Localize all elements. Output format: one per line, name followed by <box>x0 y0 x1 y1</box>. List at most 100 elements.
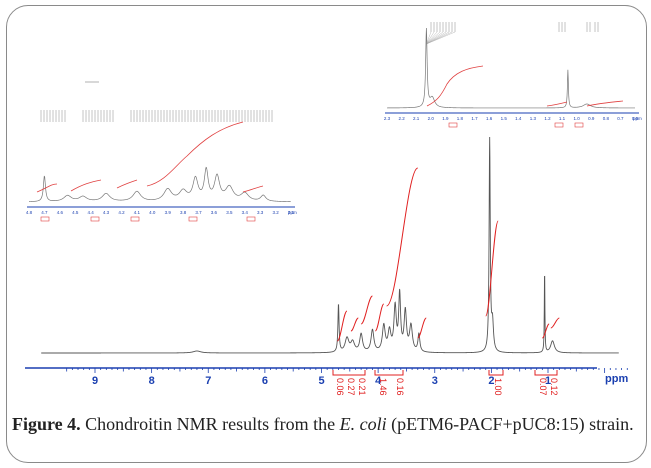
right-peak-leader-8 <box>426 31 456 45</box>
caption-text-1: Chondroitin NMR results from the <box>80 414 340 434</box>
left-inset-tick-4.6: 4.6 <box>57 210 64 215</box>
right-inset-integral-marks <box>448 122 584 128</box>
right-inset-tick-1.6: 1.6 <box>486 116 493 121</box>
left-inset-tick-4.4: 4.4 <box>88 210 95 215</box>
left-inset-x-label: ppm <box>288 210 297 215</box>
main-integral-curves <box>336 167 560 342</box>
integral-label-6: 0.07 <box>538 378 548 396</box>
integral-label-0: 0.06 <box>335 378 345 396</box>
right-peak-leader-3 <box>426 31 441 45</box>
integral-label-7: 0.12 <box>549 378 559 396</box>
right-inset-tick-0.7: 0.7 <box>617 116 624 121</box>
right-inset-x-label: ppm <box>633 116 642 121</box>
x-tick-label-2: 2 <box>488 375 494 387</box>
left-inset-tick-3.9: 3.9 <box>165 210 172 215</box>
integral-curve-2 <box>360 295 373 325</box>
left-inset-tick-3.2: 3.2 <box>272 210 279 215</box>
integral-curve-7 <box>542 323 550 339</box>
right-inset-tick-1.8: 1.8 <box>457 116 464 121</box>
left-inset-tick-4.1: 4.1 <box>134 210 141 215</box>
right-inset-int-mark-0 <box>448 122 458 128</box>
left-inset-trace <box>28 166 291 202</box>
left-inset-tick-3.4: 3.4 <box>242 210 249 215</box>
integral-label-5: 1.00 <box>493 378 503 396</box>
caption-label: Figure 4. <box>12 414 81 434</box>
left-inset-tick-4.2: 4.2 <box>118 210 125 215</box>
x-tick-label-6: 6 <box>262 375 268 387</box>
integral-bracket-3 <box>534 370 558 376</box>
main-spectrum-trace <box>41 137 619 354</box>
left-inset-integral-marks <box>40 216 256 222</box>
right-inset-integral <box>426 65 624 107</box>
right-inset-tick-2.2: 2.2 <box>398 116 405 121</box>
left-inset-tick-4.3: 4.3 <box>103 210 110 215</box>
right-inset-tick-1.9: 1.9 <box>442 116 449 121</box>
left-inset-int-mark-2 <box>130 216 140 222</box>
integral-bracket-1 <box>374 370 404 376</box>
left-inset-tick-4.5: 4.5 <box>72 210 79 215</box>
right-inset-tick-1.4: 1.4 <box>515 116 522 121</box>
x-tick-label-3: 3 <box>432 375 438 387</box>
integral-bracket-0 <box>332 370 366 376</box>
right-inset-tick-2.0: 2.0 <box>428 116 435 121</box>
x-tick-label-5: 5 <box>318 375 324 387</box>
integral-curve-3 <box>374 303 385 332</box>
left-inset-tick-4.7: 4.7 <box>41 210 48 215</box>
integral-curve-0 <box>336 310 348 342</box>
left-inset-int-mark-3 <box>188 216 198 222</box>
right-inset-int-mark-1 <box>554 122 564 128</box>
right-inset-tick-1.7: 1.7 <box>471 116 478 121</box>
left-inset-int-mark-4 <box>246 216 256 222</box>
left-inset: 4.8 4.7 4.6 4.5 4.4 4.3 4.2 4.1 4.0 3.9 3.8 3.7 3.6 3… <box>26 81 297 222</box>
left-inset-int-mark-1 <box>90 216 100 222</box>
integral-bracket-2 <box>488 370 504 376</box>
x-tick-label-4: 4 <box>375 375 382 387</box>
right-inset-tick-1.5: 1.5 <box>501 116 508 121</box>
left-inset-tick-3.8: 3.8 <box>180 210 187 215</box>
x-tick-label-1: 1 <box>545 375 551 387</box>
caption-text-2: (pETM6-PACF+pUC8:15) strain. <box>386 414 634 434</box>
x-tick-label-8: 8 <box>149 375 155 387</box>
right-inset-tick-1.1: 1.1 <box>559 116 566 121</box>
right-peak-leader-1 <box>426 31 435 45</box>
right-inset-tick-1.3: 1.3 <box>530 116 537 121</box>
right-inset-tick-labels: 2.3 2.2 2.1 2.0 1.9 1.8 1.7 1.6 1.5 1.4 1.3 1.2 1.1 1… <box>384 116 642 121</box>
left-inset-integral <box>36 121 264 193</box>
left-inset-peak-labels <box>40 81 273 122</box>
left-inset-tick-labels: 4.8 4.7 4.6 4.5 4.4 4.3 4.2 4.1 4.0 3.9 3.8 3.7 3.6 3… <box>26 210 297 215</box>
integral-label-1: 0.27 <box>346 378 356 396</box>
right-peak-leader-0 <box>426 31 432 45</box>
integral-curve-1 <box>350 317 359 332</box>
right-inset-tick-0.8: 0.8 <box>603 116 610 121</box>
main-tick-marks <box>66 368 628 373</box>
left-inset-tick-3.3: 3.3 <box>257 210 264 215</box>
right-inset-trace <box>387 27 635 109</box>
left-inset-tick-3.6: 3.6 <box>211 210 218 215</box>
right-inset-tick-1.2: 1.2 <box>544 116 551 121</box>
integral-curve-6 <box>485 220 499 317</box>
right-peak-leader-4 <box>426 31 444 45</box>
right-inset-tick-1.0: 1.0 <box>574 116 581 121</box>
caption-organism: E. coli <box>339 414 387 434</box>
left-inset-tick-3.5: 3.5 <box>226 210 233 215</box>
integral-curve-4 <box>386 167 419 307</box>
right-inset-tick-0.9: 0.9 <box>588 116 595 121</box>
main-x-axis-label: ppm <box>605 373 628 385</box>
right-peak-leader-6 <box>426 31 450 45</box>
left-inset-tick-4.8: 4.8 <box>26 210 33 215</box>
right-inset-int-mark-2 <box>574 122 584 128</box>
integral-curve-5 <box>417 317 427 339</box>
x-tick-label-7: 7 <box>205 375 211 387</box>
right-inset-peak-labels <box>426 22 599 45</box>
left-inset-tick-4.0: 4.0 <box>149 210 156 215</box>
right-inset-tick-0.6: 0.6 <box>632 116 639 121</box>
integral-label-3: 1.46 <box>378 378 388 396</box>
right-inset-tick-2.1: 2.1 <box>413 116 420 121</box>
left-inset-tick-3.7: 3.7 <box>195 210 202 215</box>
integral-label-4: 0.16 <box>395 378 405 396</box>
main-integral-labels: 0.06 0.27 0.21 1.46 0.16 1.00 0.07 0.12 <box>332 370 559 396</box>
right-inset: 2.3 2.2 2.1 2.0 1.9 1.8 1.7 1.6 1.5 1.4 1.3 1.2 1.1 1… <box>384 22 642 128</box>
